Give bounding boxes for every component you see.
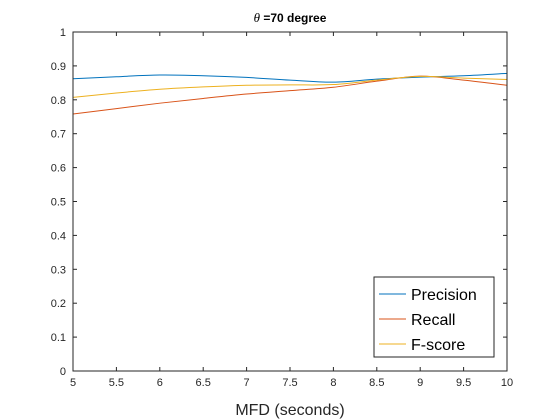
x-tick-label: 7.5 — [282, 377, 297, 389]
y-tick-label: 0.8 — [51, 95, 66, 107]
x-tick-label: 6 — [157, 377, 163, 389]
x-axis-label: MFD (seconds) — [235, 402, 344, 419]
y-tick-label: 0 — [60, 366, 66, 378]
x-tick-label: 5.5 — [109, 377, 124, 389]
y-tick-label: 0.7 — [51, 129, 66, 141]
title-theta-symbol: θ — [254, 10, 261, 25]
x-tick-label: 9.5 — [456, 377, 471, 389]
y-tick-label: 0.4 — [51, 230, 66, 242]
series-line-f-score — [72, 75, 508, 98]
x-tick-label: 10 — [501, 377, 513, 389]
legend-label-f-score: F-score — [411, 337, 465, 354]
y-tick-label: 1 — [60, 27, 66, 39]
x-tick-label: 5 — [70, 377, 76, 389]
legend-label-precision: Precision — [411, 287, 477, 304]
series-layer — [72, 72, 508, 115]
x-tick-label: 7 — [244, 377, 250, 389]
y-tick-label: 0.2 — [51, 298, 66, 310]
ticks-layer: 5 5.5 6 6.5 7 7.5 8 8.5 9 9.5 10 0 0.1 0.2 0.3 0.4 0.5 0.… — [51, 27, 513, 389]
y-tick-label: 0.9 — [51, 61, 66, 73]
x-tick-label: 8.5 — [369, 377, 384, 389]
x-tick-label: 8 — [330, 377, 336, 389]
y-tick-label: 0.6 — [51, 163, 66, 175]
y-tick-label: 0.1 — [51, 332, 66, 344]
x-tick-label: 9 — [417, 377, 423, 389]
legend: Precision Recall F-score — [373, 276, 495, 358]
y-tick-label: 0.3 — [51, 264, 66, 276]
legend-label-recall: Recall — [411, 312, 455, 329]
y-tick-label: 0.5 — [51, 197, 66, 209]
title-text: =70 degree — [260, 11, 327, 25]
chart-title: θ =70 degree — [254, 10, 327, 25]
x-tick-label: 6.5 — [196, 377, 211, 389]
